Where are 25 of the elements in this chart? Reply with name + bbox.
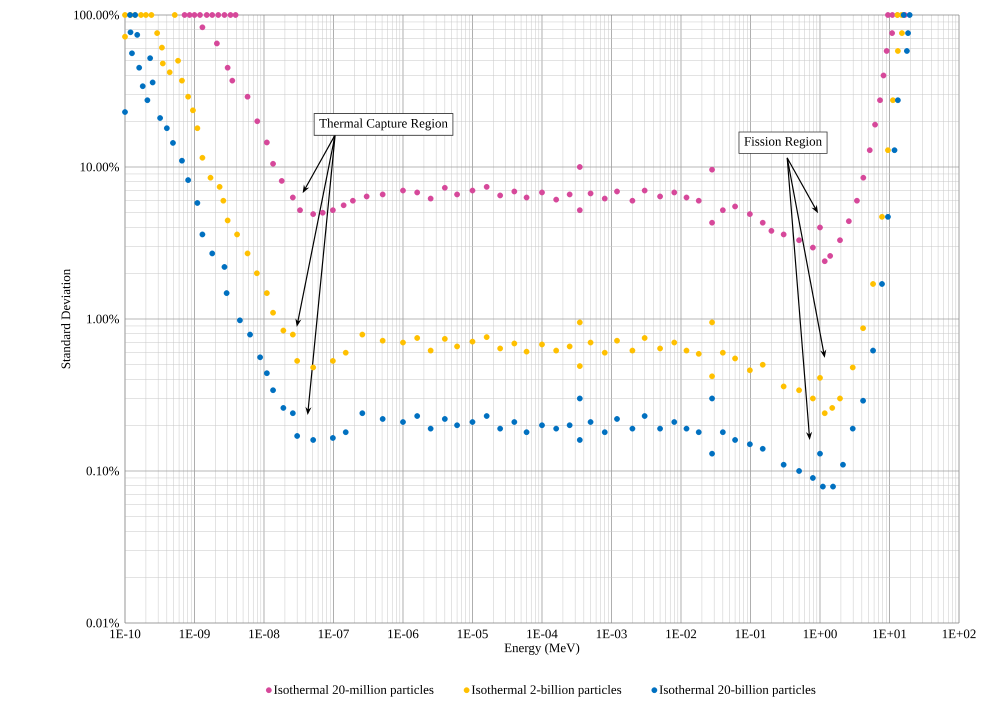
x-tick-label: 1E-01 [736,630,766,638]
y-tick-label: 0.10% [86,466,120,476]
x-tick-label: 1E-10 [110,630,140,638]
x-tick-label: 1E-02 [666,630,696,638]
x-tick-label: 1E-03 [596,630,627,638]
legend-label: Isothermal 20-million particles [274,684,434,697]
x-tick-label: 1E-09 [180,630,210,638]
y-tick-label: 100.00% [74,10,120,20]
x-tick-label: 1E-04 [527,630,558,638]
x-tick-label: 1E+00 [804,630,837,638]
y-axis-title: Standard Deviation [61,269,70,368]
y-tick-label: 10.00% [80,162,120,172]
x-tick-label: 1E+01 [873,630,906,638]
annotation: Thermal Capture Region [319,118,448,130]
x-axis-title: Energy (MeV) [504,643,580,655]
x-tick-label: 1E-07 [318,630,349,638]
x-tick-label: 1E-06 [388,630,418,638]
annotation: Fission Region [744,136,822,148]
x-tick-label: 1E+02 [942,630,976,638]
y-tick-label: 0.01% [86,618,120,628]
legend-label: Isothermal 2-billion particles [472,684,622,697]
x-tick-label: 1E-08 [249,630,280,638]
y-tick-label: 1.00% [87,314,120,324]
legend-label: Isothermal 20-billion particles [660,684,816,697]
x-tick-label: 1E-05 [458,630,488,638]
